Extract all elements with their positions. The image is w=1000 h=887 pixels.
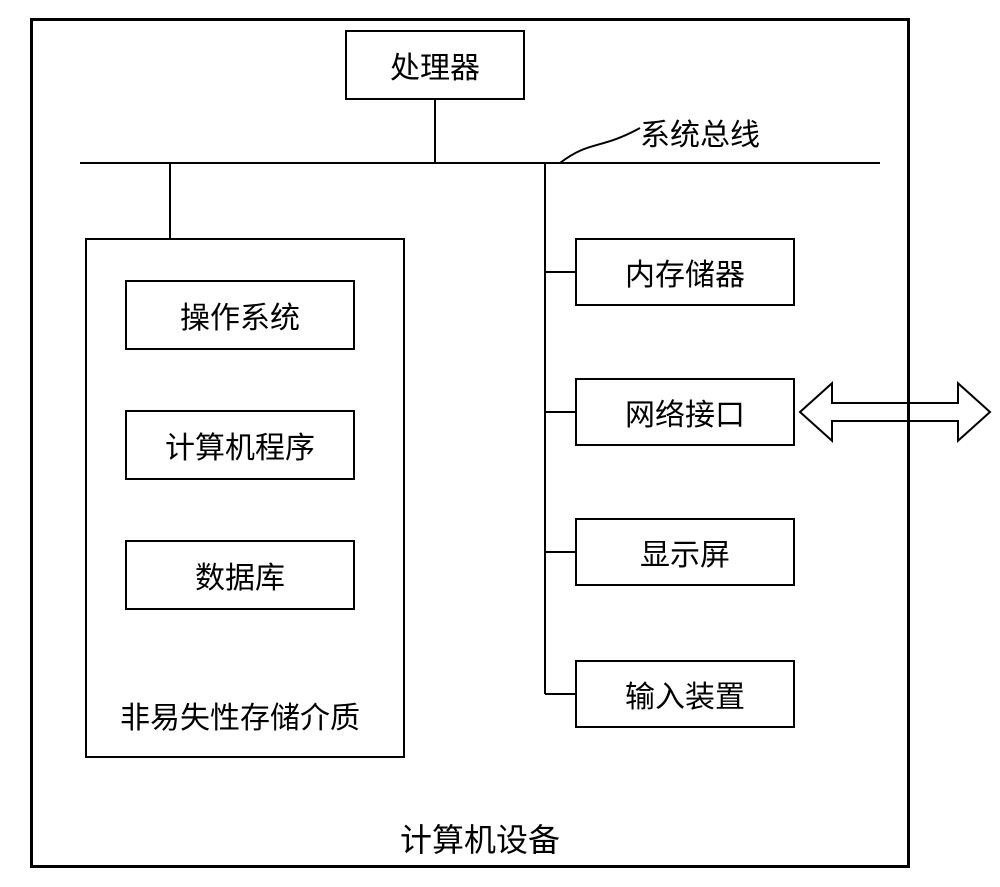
database-box: 数据库 (125, 540, 355, 610)
processor-box: 处理器 (345, 30, 525, 100)
program-label: 计算机程序 (165, 423, 315, 467)
memory-label: 内存储器 (625, 250, 745, 294)
network-label: 网络接口 (625, 390, 745, 434)
network-box: 网络接口 (575, 378, 795, 446)
input-label: 输入装置 (625, 672, 745, 716)
os-box: 操作系统 (125, 280, 355, 350)
processor-label: 处理器 (390, 43, 480, 87)
memory-box: 内存储器 (575, 238, 795, 306)
bus-label: 系统总线 (640, 110, 760, 154)
program-box: 计算机程序 (125, 410, 355, 480)
database-label: 数据库 (195, 553, 285, 597)
os-label: 操作系统 (180, 293, 300, 337)
display-label: 显示屏 (640, 530, 730, 574)
device-label: 计算机设备 (400, 815, 560, 861)
storage-label: 非易失性存储介质 (120, 693, 360, 737)
display-box: 显示屏 (575, 518, 795, 586)
input-box: 输入装置 (575, 660, 795, 728)
